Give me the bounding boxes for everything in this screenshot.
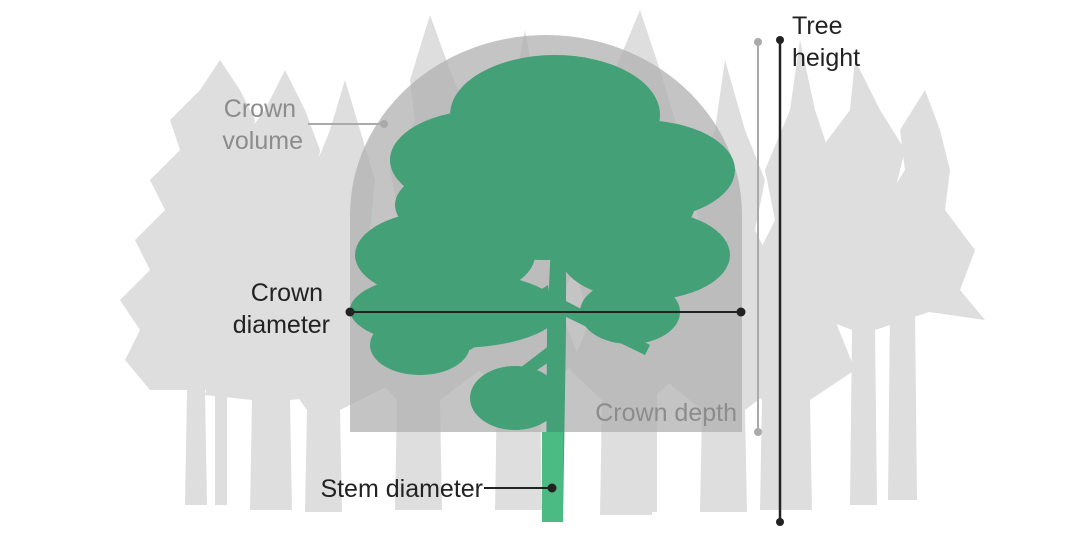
crown-volume-label-line2: volume — [222, 127, 303, 155]
stem-diameter-marker — [542, 432, 563, 522]
crown-volume-label: Crown volume — [222, 95, 303, 155]
crown-volume-label-line1: Crown — [224, 95, 296, 123]
focus-tree-canopy — [370, 315, 470, 375]
stem-diameter-dot — [547, 483, 557, 493]
crown-volume-dot — [380, 120, 388, 128]
tree-height-label: Tree height — [792, 12, 860, 72]
stem-diameter-leader — [484, 483, 557, 493]
crown-depth-top-dot — [754, 38, 762, 46]
focus-tree — [350, 55, 735, 520]
tree-height-bottom-dot — [776, 518, 784, 526]
tree-height-label-line2: height — [792, 44, 860, 72]
tree-height-top-dot — [776, 36, 784, 44]
tree-height-label-line1: Tree — [792, 12, 842, 40]
stem-diameter-label: Stem diameter — [320, 475, 483, 503]
tree-height-measure — [776, 36, 784, 526]
crown-diameter-right-dot — [736, 307, 746, 317]
crown-diameter-label-line1: Crown — [251, 279, 323, 307]
crown-volume-leader — [308, 120, 388, 128]
focus-tree-canopy — [560, 210, 730, 300]
background-tree — [860, 90, 985, 500]
background-trunk — [268, 390, 280, 510]
crown-diameter-label: Crown diameter — [233, 279, 330, 339]
focus-tree-canopy — [470, 366, 560, 430]
crown-diameter-measure — [345, 307, 746, 317]
crown-depth-bottom-dot — [754, 428, 762, 436]
crown-diameter-left-dot — [345, 307, 355, 317]
crown-diameter-label-line2: diameter — [233, 311, 330, 339]
crown-depth-label: Crown depth — [595, 399, 737, 427]
crown-depth-measure — [754, 38, 762, 436]
background-trunk — [215, 380, 227, 505]
